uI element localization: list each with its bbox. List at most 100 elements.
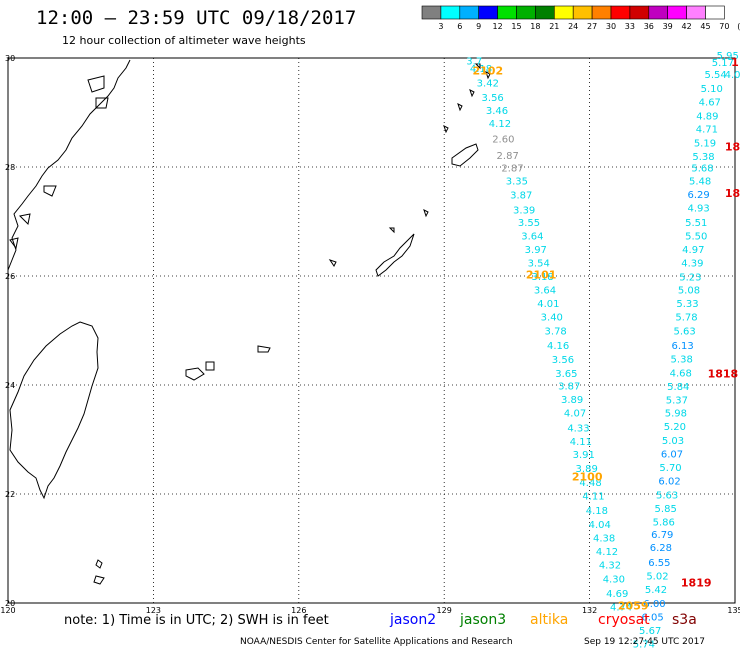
color-scale-label: 21 <box>549 22 559 31</box>
wave-height-label: 5.98 <box>665 409 687 420</box>
color-scale-swatch <box>686 5 706 20</box>
color-scale-swatch <box>535 5 555 20</box>
footer-credit: NOAA/NESDIS Center for Satellite Applica… <box>240 637 513 647</box>
wave-height-label: 2.87 <box>497 151 519 162</box>
pass-time-label: 2059 <box>618 600 649 613</box>
lat-lon-grid <box>7 57 736 604</box>
wave-height-label: 5.38 <box>671 355 693 366</box>
wave-height-label: 5.03 <box>662 436 684 447</box>
wave-height-label: 5.78 <box>675 313 697 324</box>
color-scale-label: 27 <box>587 22 597 31</box>
color-scale-label: 15 <box>511 22 521 31</box>
footer-note: note: 1) Time is in UTC; 2) SWH is in fe… <box>64 613 329 628</box>
wave-height-label: 4.89 <box>696 112 718 123</box>
satellite-legend-s3a: s3a <box>672 612 697 628</box>
color-scale-swatch <box>572 5 593 20</box>
y-tick-labels: 30 28 26 24 22 20 <box>5 54 15 608</box>
wave-height-label: 4.0 <box>725 70 740 81</box>
wave-height-label: 5.84 <box>667 382 689 393</box>
wave-height-label: 5.95 <box>717 51 739 62</box>
color-scale-label: 42 <box>682 22 692 31</box>
y-tick-label: 26 <box>5 272 15 281</box>
taiwan-coastline <box>9 321 99 500</box>
wave-height-label: 3.55 <box>518 218 540 229</box>
color-scale-swatch <box>421 5 442 20</box>
wave-height-label: 5.54 <box>704 70 726 81</box>
wave-height-label: 4.39 <box>681 259 703 270</box>
color-scale-swatch <box>610 5 631 20</box>
wave-height-label: 4.68 <box>670 368 692 379</box>
wave-height-label: 3.18 <box>531 272 553 283</box>
wave-height-label: 5.86 <box>653 518 675 529</box>
wave-height-label: 4.32 <box>599 561 621 572</box>
wave-height-label: 3.46 <box>486 106 508 117</box>
color-scale-label: 36 <box>644 22 654 31</box>
color-scale-label: 33 <box>625 22 635 31</box>
satellite-legend-jason3: jason3 <box>459 612 506 628</box>
wave-height-label: 5.51 <box>685 218 707 229</box>
color-scale-label: 9 <box>476 22 481 31</box>
wave-height-label: 6.28 <box>650 543 672 554</box>
penghu-islands <box>93 559 105 585</box>
pass-time-label: 2102 <box>473 64 504 77</box>
wave-height-label: 3.89 <box>576 464 598 475</box>
color-scale-swatch <box>705 5 725 20</box>
china-coastline <box>7 59 131 271</box>
footer-timestamp: Sep 19 12:27:45 UTC 2017 <box>584 637 705 647</box>
wave-height-label: 6.13 <box>672 341 694 352</box>
wave-height-label: 4.71 <box>696 125 718 136</box>
ishigaki-island <box>185 367 205 381</box>
wave-height-label: 4.67 <box>699 97 721 108</box>
pass-time-label: 1 <box>731 56 739 69</box>
chart-title: 12:00 — 23:59 UTC 09/18/2017 <box>36 7 356 29</box>
iriomote-island <box>205 361 215 371</box>
x-tick-label: 135 <box>727 606 740 615</box>
wave-height-label: 4.30 <box>603 574 625 585</box>
wave-height-label: 4.74 <box>610 603 632 614</box>
color-scale-label: 6 <box>457 22 462 31</box>
wave-height-points: 3.74.183.423.563.464.122.602.872.873.353… <box>466 51 740 650</box>
x-tick-label: 132 <box>582 606 597 615</box>
wave-height-label: 4.38 <box>593 533 615 544</box>
x-tick-labels: 120 123 126 129 132 135 <box>0 606 740 615</box>
wave-height-label: 5.50 <box>685 231 707 242</box>
map-plot-area: 3.74.183.423.563.464.122.602.872.873.353… <box>0 51 740 650</box>
color-scale-label: (ft) <box>737 22 740 31</box>
wave-height-label: 3.56 <box>552 355 574 366</box>
wave-height-label: 5.67 <box>639 626 661 637</box>
wave-height-label: 6.79 <box>651 530 673 541</box>
y-tick-label: 22 <box>5 490 15 499</box>
wave-height-label: 3.54 <box>528 259 550 270</box>
wave-height-label: 5.70 <box>659 463 681 474</box>
color-scale-label: 45 <box>700 22 710 31</box>
wave-height-label: 5.10 <box>701 84 723 95</box>
wave-height-label: 3.97 <box>525 245 547 256</box>
color-scale-swatch <box>591 5 612 20</box>
wave-height-label: 4.18 <box>586 506 608 517</box>
wave-height-label: 4.18 <box>470 64 492 75</box>
wave-height-label: 3.64 <box>534 285 556 296</box>
color-scale-label: 3 <box>438 22 443 31</box>
miyako-island <box>257 345 271 353</box>
wave-height-label: 3.64 <box>521 231 543 242</box>
wave-height-label: 5.74 <box>633 640 655 650</box>
wave-height-label: 3.35 <box>506 176 528 187</box>
satellite-legend-cryosat: cryosat <box>598 612 650 628</box>
color-scale-label: 24 <box>568 22 578 31</box>
wave-height-label: 6.55 <box>648 558 670 569</box>
wave-height-label: 5.17 <box>712 58 734 69</box>
wave-height-label: 3.87 <box>510 191 532 202</box>
wave-height-label: 6.00 <box>643 599 665 610</box>
wave-height-label: 3.65 <box>555 369 577 380</box>
wave-height-label: 3.56 <box>482 93 504 104</box>
wave-height-label: 6.05 <box>641 612 663 623</box>
wave-height-label: 4.07 <box>564 409 586 420</box>
x-tick-label: 129 <box>437 606 452 615</box>
wave-height-label: 3.7 <box>466 57 482 68</box>
wave-height-label: 6.29 <box>688 190 710 201</box>
wave-height-label: 4.01 <box>537 299 559 310</box>
pass-time-label: 18 <box>725 187 740 200</box>
tokara-islets <box>443 63 491 134</box>
x-tick-label: 120 <box>0 606 15 615</box>
wave-height-label: 4.33 <box>567 423 589 434</box>
